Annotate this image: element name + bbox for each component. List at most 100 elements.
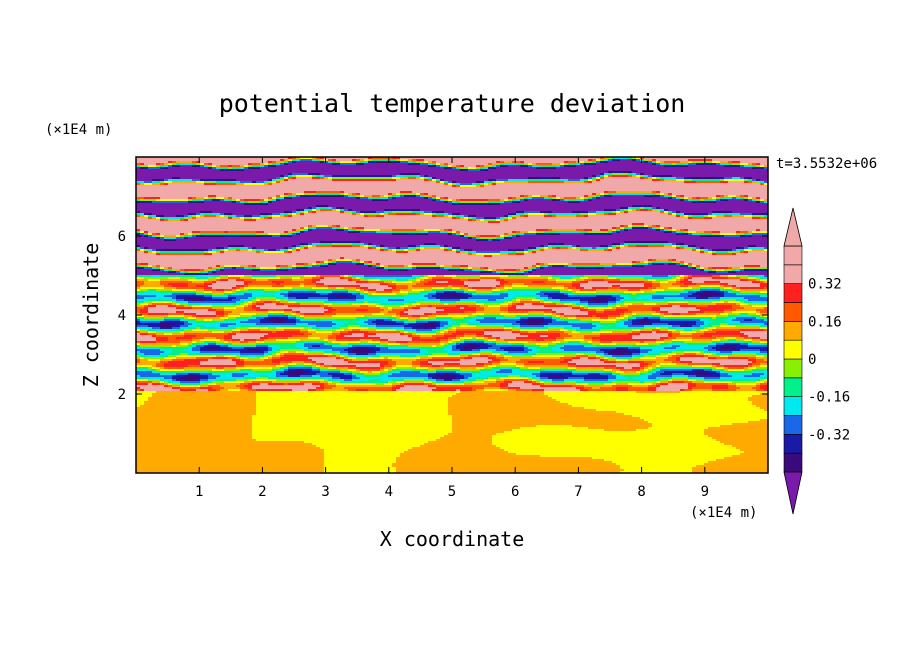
field-cell — [140, 229, 292, 232]
field-cell — [376, 263, 380, 266]
field-cell — [296, 363, 304, 366]
field-cell — [404, 295, 424, 298]
field-cell — [444, 287, 452, 290]
field-cell — [156, 163, 160, 166]
field-cell — [236, 199, 240, 202]
field-cell — [488, 165, 492, 168]
field-cell — [452, 395, 548, 398]
field-cell — [660, 227, 664, 230]
field-cell — [680, 195, 684, 198]
field-cell — [516, 215, 520, 218]
field-cell — [140, 333, 148, 336]
field-cell — [448, 325, 452, 328]
field-cell — [304, 247, 308, 250]
field-cell — [524, 161, 564, 164]
field-cell — [652, 367, 656, 370]
field-cell — [524, 283, 572, 286]
field-cell — [176, 311, 184, 314]
field-cell — [180, 383, 200, 386]
field-cell — [760, 387, 768, 390]
field-cell — [376, 305, 384, 308]
field-cell — [512, 301, 520, 304]
field-cell — [440, 245, 444, 248]
field-cell — [644, 207, 652, 210]
field-cell — [528, 179, 560, 182]
field-cell — [736, 383, 756, 386]
field-cell — [264, 351, 268, 354]
field-cell — [396, 249, 404, 252]
field-cell — [400, 453, 516, 456]
field-cell — [304, 275, 316, 278]
field-cell — [300, 285, 304, 288]
field-cell — [660, 163, 664, 166]
field-cell — [300, 315, 304, 318]
field-cell — [256, 305, 288, 308]
field-cell — [692, 267, 696, 270]
field-cell — [256, 411, 448, 414]
field-cell — [748, 177, 752, 180]
field-cell — [468, 233, 504, 236]
field-cell — [472, 375, 488, 378]
field-cell — [764, 373, 768, 376]
field-cell — [372, 243, 424, 246]
field-cell — [488, 199, 500, 202]
field-cell — [696, 371, 708, 374]
field-cell — [532, 383, 540, 386]
field-cell — [492, 183, 496, 186]
field-cell — [620, 369, 640, 372]
field-cell — [640, 173, 644, 176]
field-cell — [208, 389, 216, 392]
field-cell — [176, 215, 180, 218]
field-cell — [324, 311, 332, 314]
field-cell — [196, 319, 204, 322]
field-cell — [188, 235, 192, 238]
field-cell — [500, 361, 516, 364]
field-cell — [176, 301, 180, 304]
field-cell — [552, 265, 564, 268]
field-cell — [500, 307, 508, 310]
field-cell — [612, 171, 624, 174]
field-cell — [204, 165, 208, 168]
field-cell — [152, 201, 188, 204]
field-cell — [720, 287, 724, 290]
field-cell — [168, 161, 172, 164]
field-cell — [672, 259, 676, 262]
field-cell — [604, 161, 608, 164]
field-cell — [448, 411, 616, 414]
field-cell — [580, 179, 584, 182]
field-cell — [704, 281, 720, 284]
field-cell — [340, 371, 348, 374]
field-cell — [328, 299, 356, 302]
field-cell — [740, 235, 748, 238]
field-cell — [564, 265, 568, 268]
field-cell — [692, 369, 704, 372]
field-cell — [520, 325, 544, 328]
field-cell — [404, 381, 424, 384]
field-cell — [684, 215, 688, 218]
field-cell — [588, 197, 592, 200]
field-cell — [380, 247, 384, 250]
field-cell — [748, 277, 756, 280]
field-cell — [264, 199, 268, 202]
field-cell — [508, 341, 528, 344]
field-cell — [312, 225, 316, 228]
field-cell — [332, 225, 336, 228]
field-cell — [540, 247, 544, 250]
field-cell — [392, 379, 404, 382]
field-cell — [280, 267, 288, 270]
field-cell — [272, 353, 276, 356]
field-cell — [312, 375, 320, 378]
field-cell — [568, 363, 576, 366]
field-cell — [400, 173, 420, 176]
field-cell — [688, 285, 700, 288]
field-cell — [156, 305, 168, 308]
field-cell — [236, 355, 240, 358]
field-cell — [136, 233, 140, 236]
field-cell — [220, 279, 228, 282]
field-cell — [764, 181, 768, 184]
field-cell — [408, 341, 440, 344]
field-cell — [452, 203, 456, 206]
field-cell — [336, 301, 348, 304]
field-cell — [552, 301, 560, 304]
field-cell — [516, 363, 524, 366]
